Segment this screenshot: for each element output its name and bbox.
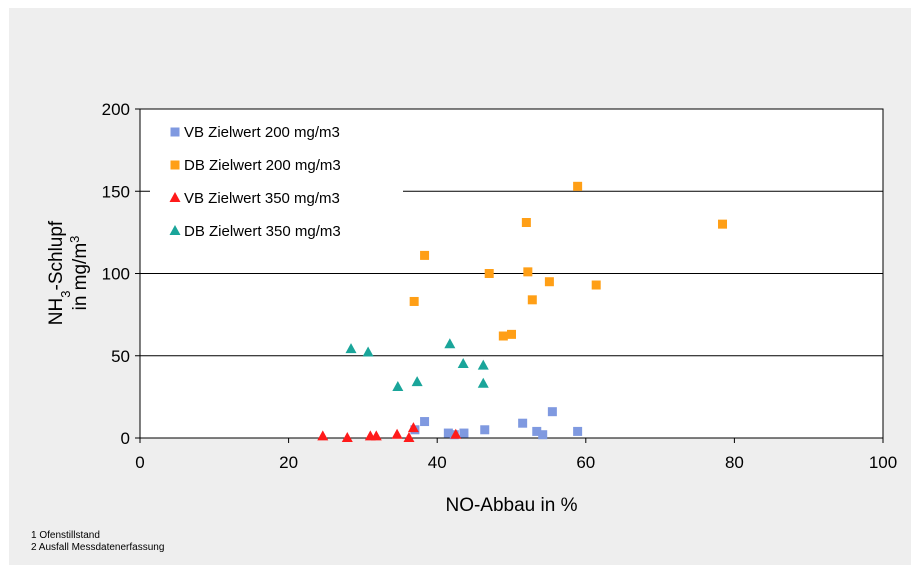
- data-point: [420, 250, 430, 260]
- data-point: [527, 295, 537, 305]
- data-point: [407, 422, 419, 433]
- x-tick-label-20: 20: [279, 453, 298, 472]
- data-point: [573, 181, 583, 191]
- legend-marker-1: [170, 127, 180, 137]
- data-point: [477, 377, 489, 388]
- data-point: [521, 218, 531, 228]
- data-point: [477, 359, 489, 370]
- y-axis-title-line2: in mg/m3: [67, 236, 92, 311]
- data-point: [591, 280, 601, 290]
- data-point: [420, 417, 430, 427]
- legend-label-2: DB Zielwert 200 mg/m3: [184, 157, 341, 174]
- data-point: [362, 346, 374, 357]
- data-point: [518, 418, 528, 428]
- data-point: [392, 381, 404, 392]
- data-point: [544, 277, 554, 287]
- y-tick-label-100: 100: [102, 265, 130, 284]
- legend-marker-2: [170, 160, 180, 170]
- data-point: [538, 430, 548, 440]
- data-point: [411, 376, 423, 387]
- x-axis-title: NO-Abbau in %: [445, 495, 577, 516]
- data-point: [345, 343, 357, 354]
- data-point: [391, 428, 403, 439]
- legend: VB Zielwert 200 mg/m3 DB Zielwert 200 mg/…: [150, 115, 403, 253]
- data-point: [547, 407, 557, 417]
- footnote-2: 2 Ausfall Messdatenerfassung: [31, 542, 165, 553]
- legend-marker-4: [169, 225, 181, 235]
- data-point: [409, 296, 419, 306]
- axes: [135, 108, 884, 443]
- data-point: [459, 428, 469, 438]
- data-point: [484, 269, 494, 278]
- legend-box: [150, 115, 403, 253]
- y-tick-label-0: 0: [121, 429, 130, 448]
- y-tick-label-150: 150: [102, 182, 130, 201]
- y-tick-label-50: 50: [111, 347, 130, 366]
- scatter-chart: 0 50 100 150 200 0 20 40 60 80 100 VB Zielwert 200…: [46, 100, 898, 516]
- data-point: [718, 219, 728, 229]
- footnotes: 1 Ofenstillstand 2 Ausfall Messdatenerfa…: [31, 530, 164, 554]
- legend-marker-3: [169, 192, 181, 202]
- data-point: [457, 357, 469, 368]
- x-tick-label-100: 100: [869, 453, 897, 472]
- x-tick-label-0: 0: [135, 453, 144, 472]
- data-point: [573, 426, 583, 436]
- y-tick-label-200: 200: [102, 100, 130, 119]
- legend-label-3: VB Zielwert 350 mg/m3: [184, 190, 340, 207]
- y-axis-title-line1: NH3-Schlupf: [46, 220, 73, 325]
- x-tick-label-40: 40: [428, 453, 447, 472]
- data-point: [498, 331, 508, 341]
- data-points: [317, 181, 728, 442]
- data-point: [523, 267, 533, 277]
- data-point: [507, 329, 516, 339]
- tick-labels: 0 50 100 150 200 0 20 40 60 80 100: [102, 100, 898, 472]
- y-axis-title: NH3-Schlupf in mg/m3: [46, 220, 91, 325]
- data-point: [480, 425, 490, 435]
- data-point: [532, 426, 542, 436]
- data-point: [443, 428, 453, 438]
- data-point: [403, 432, 415, 442]
- data-point: [450, 428, 462, 439]
- data-point: [341, 432, 353, 442]
- legend-label-4: DB Zielwert 350 mg/m3: [184, 223, 341, 240]
- x-tick-label-80: 80: [725, 453, 744, 472]
- data-point: [444, 338, 456, 349]
- x-tick-label-60: 60: [576, 453, 595, 472]
- legend-label-1: VB Zielwert 200 mg/m3: [184, 124, 340, 141]
- data-point: [370, 430, 382, 441]
- chart-frame: 0 50 100 150 200 0 20 40 60 80 100 VB Zielwert 200…: [9, 8, 911, 565]
- footnote-1: 1 Ofenstillstand: [31, 530, 100, 541]
- data-point: [317, 430, 329, 441]
